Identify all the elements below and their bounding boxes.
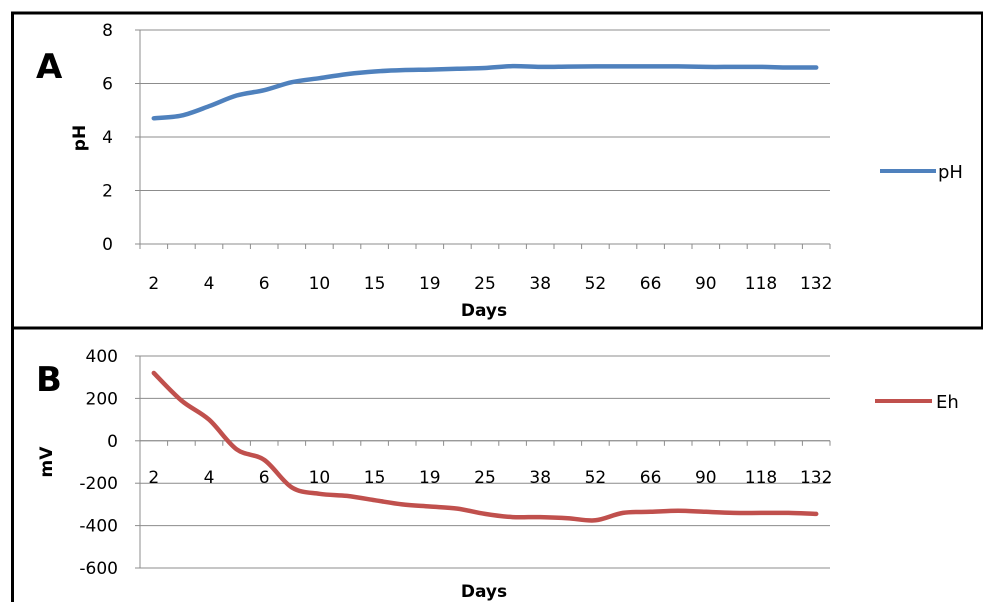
panel-b-series [151, 370, 819, 523]
panel-a-x-tick-label: 38 [529, 274, 551, 294]
panel-b-y-tick-label: -600 [79, 559, 118, 579]
panel-b-x-tick-label: 2 [148, 468, 159, 488]
panel-a-series [151, 63, 819, 121]
panel-a-legend-label: pH [938, 162, 963, 183]
panel-b-y-tick-label: -200 [79, 474, 118, 494]
panel-b-x-tick-label: 52 [585, 468, 607, 488]
panel-a-y-axis-title: pH [70, 125, 90, 151]
panel-b-legend-label: Eh [936, 392, 959, 413]
panel-b-x-axis: 2 4 6 10 15 19 25 38 52 66 90 118 132 [139, 440, 832, 488]
panel-b-x-tick-label: 118 [745, 468, 777, 488]
panel-a-y-tick-label: 0 [102, 235, 113, 255]
panel-a-y-tick-label: 8 [102, 21, 113, 41]
panel-a-x-tick-label: 52 [585, 274, 607, 294]
panel-b-x-tick-label: 66 [640, 468, 662, 488]
panel-a-x-tick-label: 118 [745, 274, 777, 294]
panel-a-x-tick-label: 15 [364, 274, 386, 294]
panel-b-x-axis-title: Days [461, 582, 507, 602]
panel-a-x-axis-title: Days [461, 301, 507, 321]
panel-b-y-axis-title: mV [37, 446, 57, 478]
panel-a-y-tick-label: 4 [102, 128, 113, 148]
panel-b-y-axis: -600 -400 -200 0 200 400 [79, 347, 141, 579]
panel-b-x-tick-label: 132 [800, 468, 832, 488]
panel-b-x-tick-label: 10 [309, 468, 331, 488]
panel-a-series-line-ph [151, 63, 819, 121]
panel-b-x-tick-label: 19 [419, 468, 441, 488]
panel-a-y-tick-label: 6 [102, 75, 113, 95]
panel-b-x-tick-label: 6 [259, 468, 270, 488]
panel-a-x-tick-label: 132 [800, 274, 832, 294]
panel-a-y-axis: 0 2 4 6 8 [102, 21, 141, 255]
panel-a-x-tick-label: 2 [148, 274, 159, 294]
panel-b-x-tick-label: 4 [204, 468, 215, 488]
panel-b-x-tick-label: 25 [474, 468, 496, 488]
panel-b-y-tick-label: 200 [86, 389, 118, 409]
panel-a-label: A [36, 47, 63, 87]
panel-a-x-tick-label: 19 [419, 274, 441, 294]
panel-a: A 0 2 4 6 8 2 4 6 10 15 19 25 38 52 66 90 118 132 pH Day… [36, 21, 963, 321]
panel-a-x-tick-label: 25 [474, 274, 496, 294]
panel-b-x-tick-label: 15 [364, 468, 386, 488]
panel-a-x-tick-label: 90 [695, 274, 717, 294]
panel-a-x-tick-label: 6 [259, 274, 270, 294]
panel-b-x-tick-label: 38 [529, 468, 551, 488]
panel-b-x-tick-label: 90 [695, 468, 717, 488]
panel-b-y-tick-label: -400 [79, 517, 118, 537]
panel-b-gridlines [140, 355, 830, 569]
panel-b-y-tick-label: 0 [107, 432, 118, 452]
panel-a-x-tick-label: 66 [640, 274, 662, 294]
panel-a-x-axis: 2 4 6 10 15 19 25 38 52 66 90 118 132 [139, 243, 832, 294]
panel-a-x-tick-label: 4 [204, 274, 215, 294]
panel-b-label: B [36, 360, 62, 400]
panel-b-series-line-eh [151, 370, 819, 523]
panel-b: B -600 -400 -200 0 200 400 2 4 6 10 15 19 25 38 52 66 9… [36, 347, 959, 602]
panel-a-y-tick-label: 2 [102, 182, 113, 202]
panel-a-gridlines [140, 29, 830, 245]
panel-a-x-tick-label: 10 [309, 274, 331, 294]
panel-b-y-tick-label: 400 [86, 347, 118, 367]
